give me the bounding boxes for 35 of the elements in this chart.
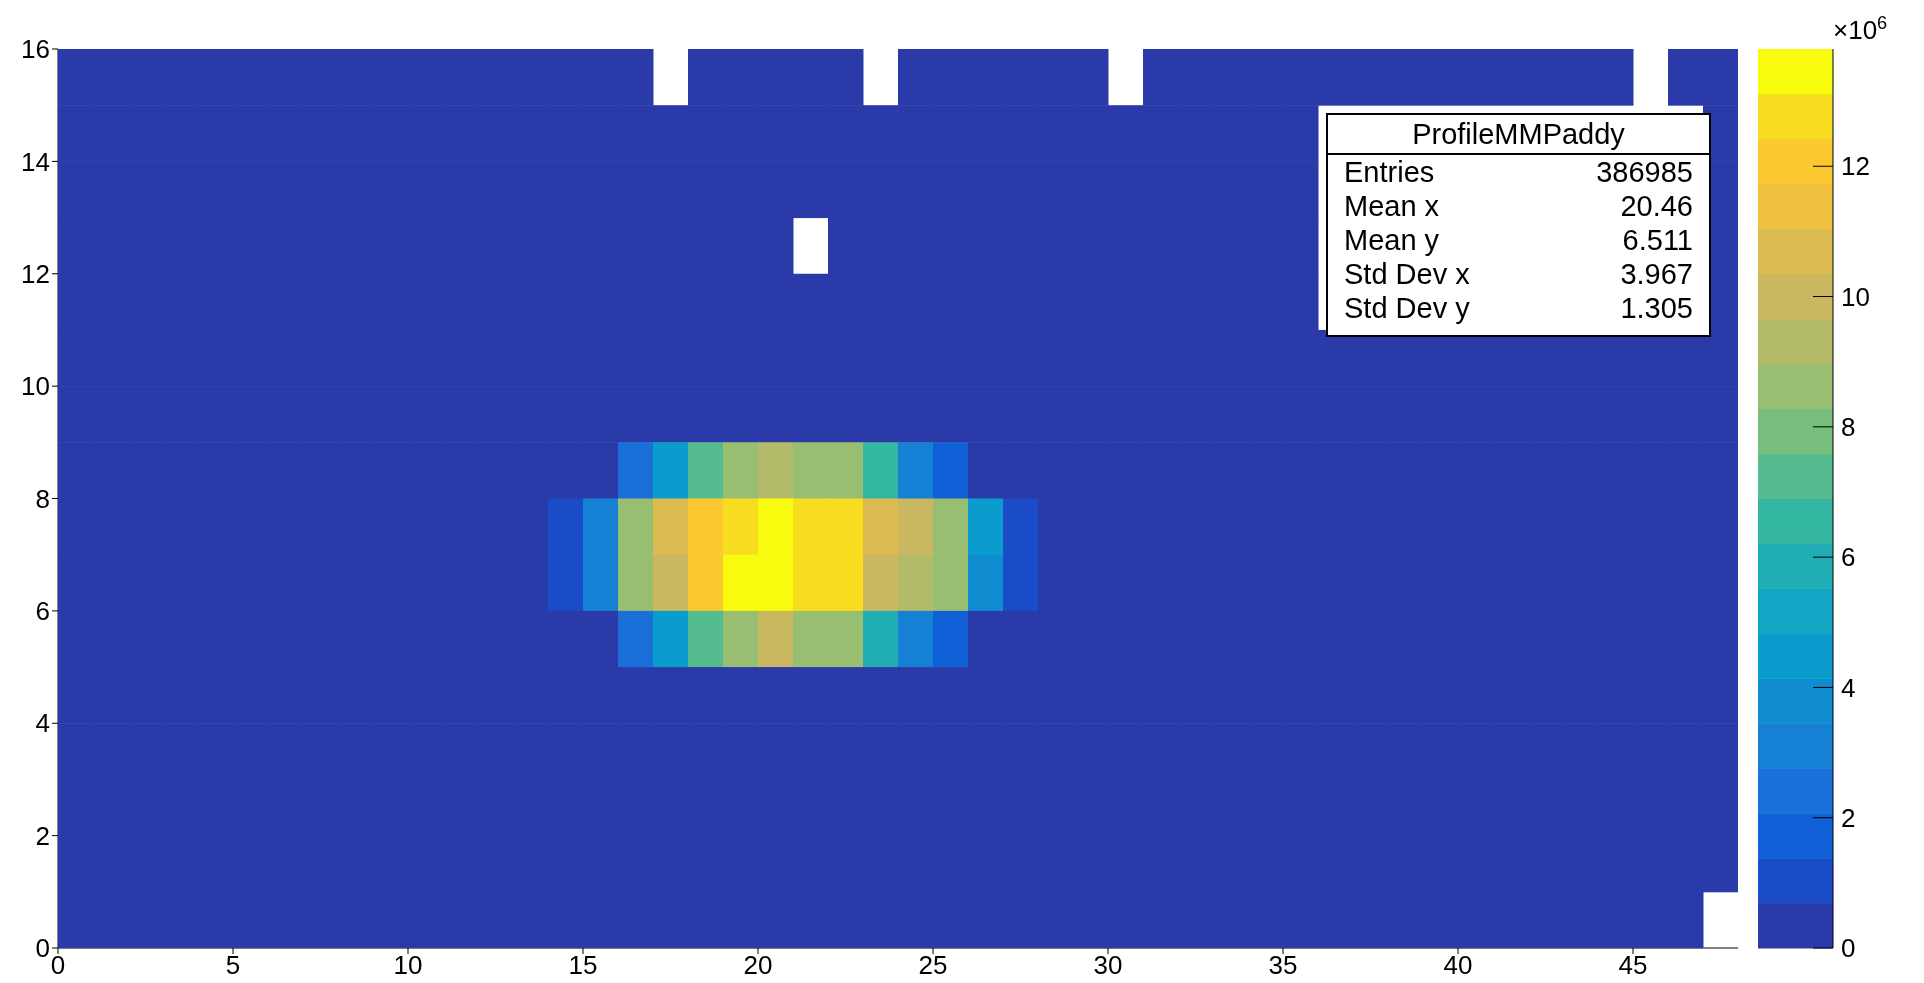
color-bar-title: ×10$^{6}$ <box>1833 13 1888 45</box>
x-tick-label: 10 <box>393 950 423 981</box>
annotation: Entries <box>1344 155 1435 189</box>
annotation: 20.46 <box>1620 189 1693 223</box>
x-tick-label: 35 <box>1268 950 1298 981</box>
x-tick-label: 20 <box>743 950 773 981</box>
x-tick-label: 5 <box>225 950 241 981</box>
color-bar-label: 6 <box>1841 542 1856 573</box>
y-tick-label: 4 <box>35 708 50 739</box>
annotation: 6.511 <box>1622 223 1693 257</box>
y-tick-label: 8 <box>35 483 50 514</box>
x-tick-label: 25 <box>918 950 948 981</box>
color-bar-label: 10 <box>1841 281 1870 312</box>
annotation: Mean x <box>1344 189 1440 223</box>
y-tick-label: 16 <box>21 34 50 65</box>
y-tick-label: 6 <box>35 596 50 627</box>
annotation: 1.305 <box>1620 291 1693 325</box>
color-bar-label: 4 <box>1841 672 1856 703</box>
x-tick-label: 40 <box>1443 950 1473 981</box>
x-tick-label: 30 <box>1093 950 1123 981</box>
annotation: Std Dev y <box>1344 291 1470 325</box>
y-tick-label: 12 <box>21 258 50 289</box>
annotation: Std Dev x <box>1344 257 1470 291</box>
color-bar-label: 12 <box>1841 151 1870 182</box>
annotation: ProfileMMPaddy <box>1328 115 1709 155</box>
color-bar-label: 8 <box>1841 411 1856 442</box>
color-bar-label: 2 <box>1841 802 1856 833</box>
y-tick-label: 10 <box>21 371 50 402</box>
x-tick-label: 45 <box>1618 950 1648 981</box>
annotation: Mean y <box>1344 223 1440 257</box>
annotation: 3.967 <box>1620 257 1693 291</box>
y-tick-label: 2 <box>35 820 50 851</box>
y-tick-label: 14 <box>21 146 50 177</box>
x-tick-label: 15 <box>568 950 598 981</box>
annotation: 386985 <box>1596 155 1693 189</box>
